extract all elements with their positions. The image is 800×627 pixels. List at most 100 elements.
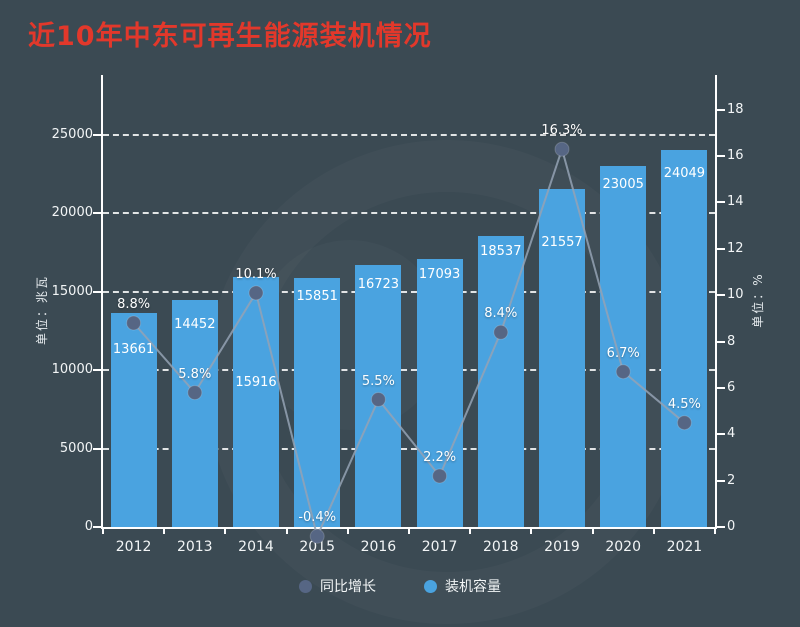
legend-item[interactable]: 装机容量 xyxy=(424,576,501,596)
bar xyxy=(171,300,218,527)
bar-value-label: 13661 xyxy=(112,341,155,357)
legend-item-label: 同比增长 xyxy=(320,579,376,595)
right-axis-tick-label: 4 xyxy=(727,426,736,442)
bar-value-label: 15851 xyxy=(296,289,338,305)
bar-value-label: 18537 xyxy=(480,244,522,260)
line-point xyxy=(248,285,264,301)
grid-line xyxy=(103,447,715,450)
growth-line-layer xyxy=(126,141,692,544)
right-axis-tick-label: 2 xyxy=(727,472,736,488)
line-point-label: 2.2% xyxy=(423,450,457,465)
left-axis-tick-label: 15000 xyxy=(51,283,93,299)
left-axis-tick-label: 5000 xyxy=(59,440,93,456)
line-point xyxy=(493,324,509,340)
x-axis-label: 2014 xyxy=(238,539,274,555)
bar xyxy=(539,188,585,527)
x-axis-tick xyxy=(346,527,349,534)
right-axis-tick xyxy=(717,340,725,343)
line-point xyxy=(370,392,386,407)
left-axis-unit-label: 单位：兆瓦 xyxy=(35,275,49,346)
line-point xyxy=(554,141,570,157)
grid-line xyxy=(103,369,715,372)
x-axis-label: 2018 xyxy=(482,539,519,555)
bar-value-label: 17093 xyxy=(418,266,461,282)
line-point-label: 16.3% xyxy=(541,123,583,139)
x-axis-tick xyxy=(285,527,288,534)
bar-value-label: 14452 xyxy=(174,317,216,333)
x-axis-label: 2017 xyxy=(421,539,458,555)
right-axis-tick-label: 12 xyxy=(727,240,744,256)
right-axis-tick-label: 8 xyxy=(727,333,736,349)
legend-dot xyxy=(299,579,312,593)
plot-area: 0 5000 10000 15000 20000 25000 0 2 4 6 8 10 12 14 16 18… xyxy=(52,75,744,555)
line-point-label: -0.4% xyxy=(298,510,337,526)
chart-title: 近10年中东可再生能源装机情况 xyxy=(28,21,432,52)
bar-value-label: 15916 xyxy=(235,375,277,391)
legend: 同比增长 装机容量 xyxy=(0,576,800,596)
left-axis-tick xyxy=(93,526,101,528)
bar-value-label: 23005 xyxy=(602,176,644,192)
legend-dot xyxy=(424,579,437,593)
left-axis-tick xyxy=(93,447,101,450)
right-axis-tick xyxy=(717,433,725,436)
x-axis-label: 2015 xyxy=(299,539,335,555)
x-axis-tick xyxy=(224,527,227,534)
line-point xyxy=(676,415,692,431)
right-axis-tick xyxy=(717,201,725,204)
right-axis-tick xyxy=(717,108,725,111)
right-axis-tick xyxy=(717,294,725,297)
grid-line xyxy=(103,290,715,293)
bar-value-label: 21557 xyxy=(541,234,583,250)
bar-value-label: 16723 xyxy=(357,276,400,292)
left-axis-tick xyxy=(93,369,101,372)
line-point-label: 5.5% xyxy=(361,373,395,389)
line-point xyxy=(187,385,203,401)
right-axis-tick-label: 18 xyxy=(727,101,744,117)
left-axis-tick xyxy=(93,133,101,136)
x-axis-tick xyxy=(530,527,533,534)
left-axis-tick-label: 0 xyxy=(84,519,93,534)
x-axis-tick xyxy=(469,527,472,534)
x-axis-tick xyxy=(102,527,104,534)
line-point-label: 6.7% xyxy=(606,345,640,361)
right-axis-tick xyxy=(717,386,725,389)
right-axis-tick xyxy=(717,526,725,528)
x-axis-label: 2016 xyxy=(360,539,397,555)
x-axis-tick xyxy=(652,527,655,534)
right-axis-tick-label: 16 xyxy=(727,148,744,164)
left-axis-tick xyxy=(93,212,101,215)
bar-value-label: 24049 xyxy=(663,165,706,181)
x-axis-label: 2020 xyxy=(605,539,641,555)
grid-line xyxy=(103,212,715,215)
right-axis-tick xyxy=(717,479,725,482)
growth-line xyxy=(132,145,686,540)
line-point-label: 10.1% xyxy=(235,266,277,282)
left-axis-tick-label: 10000 xyxy=(51,362,93,378)
right-axis-tick-label: 6 xyxy=(727,379,736,395)
left-axis-tick xyxy=(93,290,101,293)
right-axis-tick-label: 10 xyxy=(727,287,744,303)
legend-item-label: 装机容量 xyxy=(445,579,501,595)
legend-item[interactable]: 同比增长 xyxy=(299,576,376,596)
right-axis-tick xyxy=(717,155,725,158)
line-point-label: 4.5% xyxy=(667,396,701,412)
bar xyxy=(110,312,157,527)
bar xyxy=(294,278,341,527)
line-point-label: 8.8% xyxy=(117,297,151,313)
bar xyxy=(661,149,708,527)
right-axis-tick-label: 14 xyxy=(727,194,744,210)
grid-line xyxy=(103,133,715,136)
line-point xyxy=(126,315,142,331)
x-axis-label: 2012 xyxy=(115,539,152,555)
line-point xyxy=(309,528,325,544)
x-axis-tick xyxy=(408,527,410,534)
x-axis-label: 2013 xyxy=(176,539,213,555)
line-point xyxy=(432,468,448,484)
x-axis-tick xyxy=(714,527,716,534)
line-point-label: 5.8% xyxy=(178,366,212,382)
x-axis-tick xyxy=(163,527,166,534)
bar xyxy=(600,165,647,527)
line-point-label: 8.4% xyxy=(484,306,518,322)
right-axis-tick xyxy=(717,247,725,250)
